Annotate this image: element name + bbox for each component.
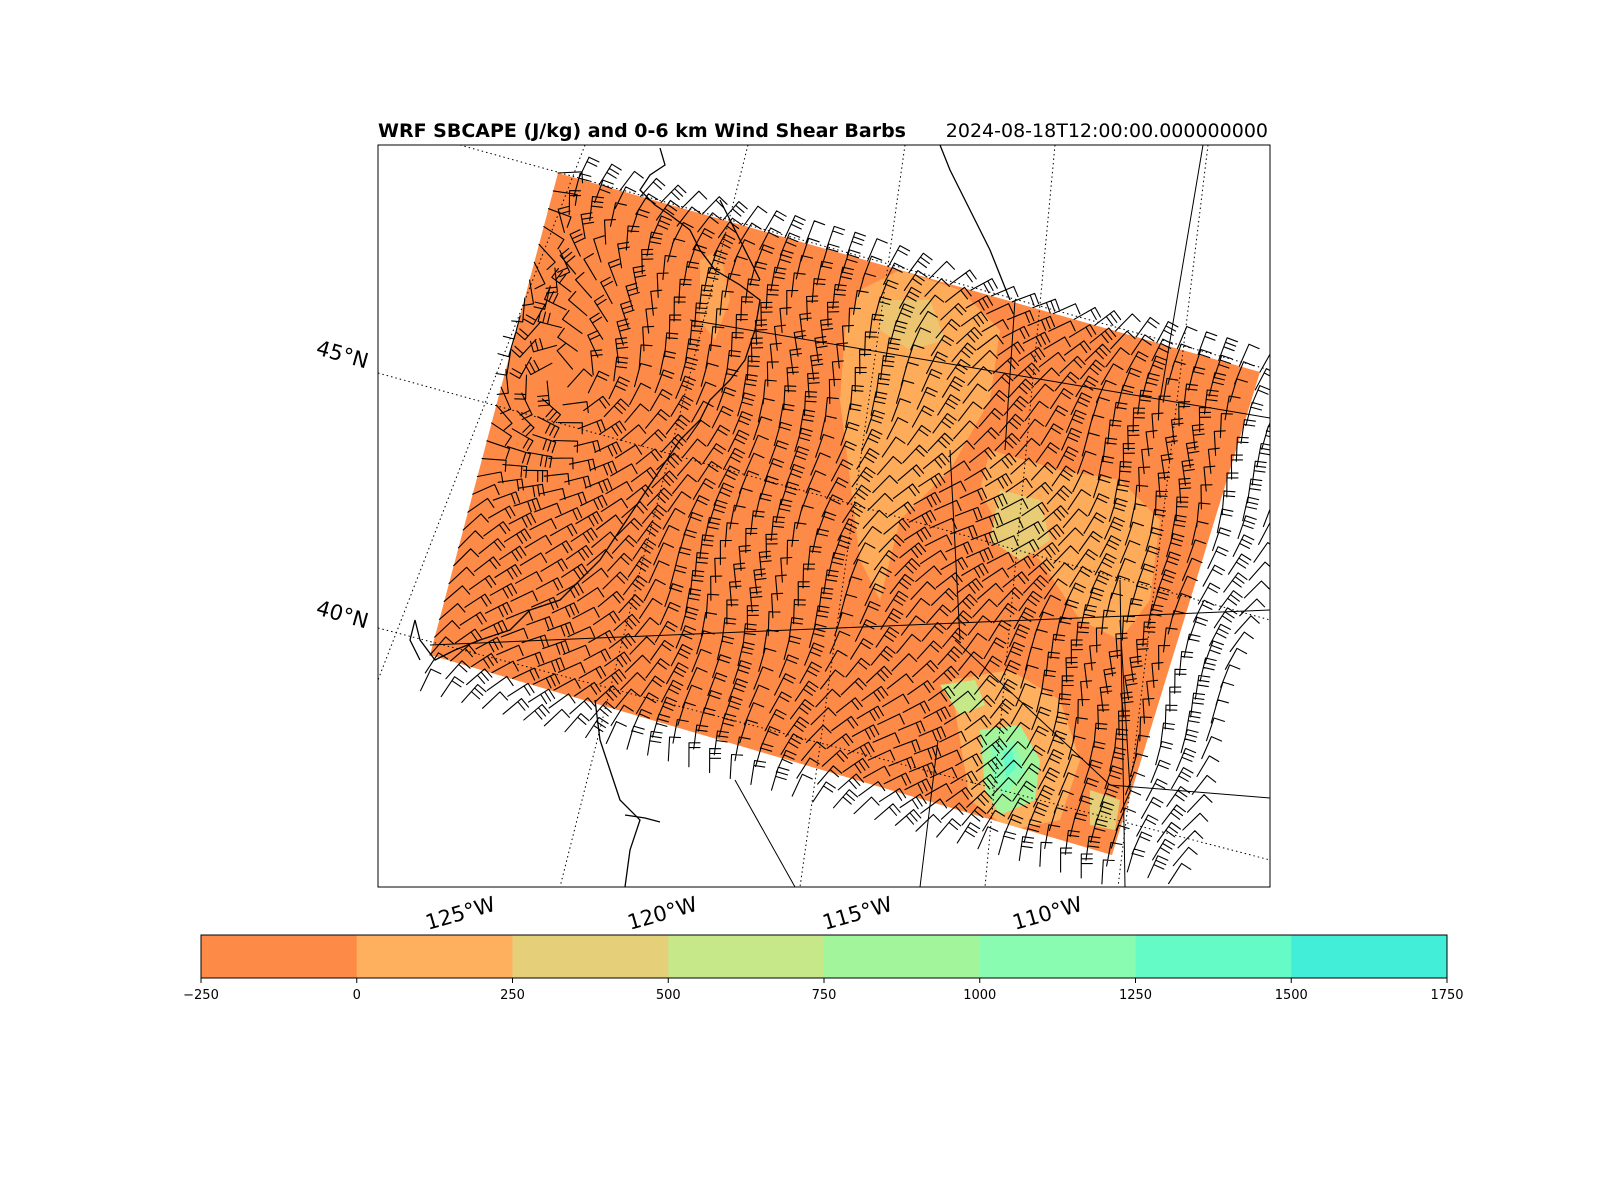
map-area [378,145,1270,887]
lon-label-120w: 120°W [625,892,700,935]
colorbar-tick-label: 0 [353,988,361,1003]
colorbar-tick-label: 1750 [1430,988,1463,1003]
map-frame [377,144,1271,888]
valid-time: 2024-08-18T12:00:00.000000000 [946,120,1268,142]
colorbar-tick-label: 1250 [1119,988,1152,1003]
colorbar-bin-1 [356,935,513,978]
colorbar-tick-label: 1500 [1275,988,1308,1003]
colorbar-tick-label: −250 [183,988,219,1003]
colorbar: −250 0 250 500 750 1000 1250 1500 1750 [183,934,1464,1003]
state-borders [429,145,1270,887]
lon-label-125w: 125°W [423,892,498,935]
colorbar-tick-label: 500 [656,988,681,1003]
colorbar-bin-2 [512,935,669,978]
colorbar-bin-4 [824,935,981,978]
colorbar-tick-label: 250 [500,988,525,1003]
lon-label-110w: 110°W [1010,892,1085,935]
colorbar-bin-3 [668,935,825,978]
lat-label-45n: 45°N [314,336,372,374]
colorbar-bin-0 [201,935,358,978]
colorbar-tick-label: 750 [812,988,837,1003]
wind-shear-barbs [419,156,1270,885]
lon-label-115w: 115°W [820,892,895,935]
graticule [378,145,1270,887]
lat-label-40n: 40°N [314,596,372,634]
colorbar-bin-5 [979,935,1136,978]
sbcape-domain-field [430,173,1260,855]
wind-barb-field [419,156,1270,885]
colorbar-bin-7 [1291,935,1448,978]
chart-title: WRF SBCAPE (J/kg) and 0-6 km Wind Shear … [378,120,906,142]
coastline [409,145,1011,887]
colorbar-tick-label: 1000 [963,988,996,1003]
colorbar-bin-6 [1135,935,1292,978]
